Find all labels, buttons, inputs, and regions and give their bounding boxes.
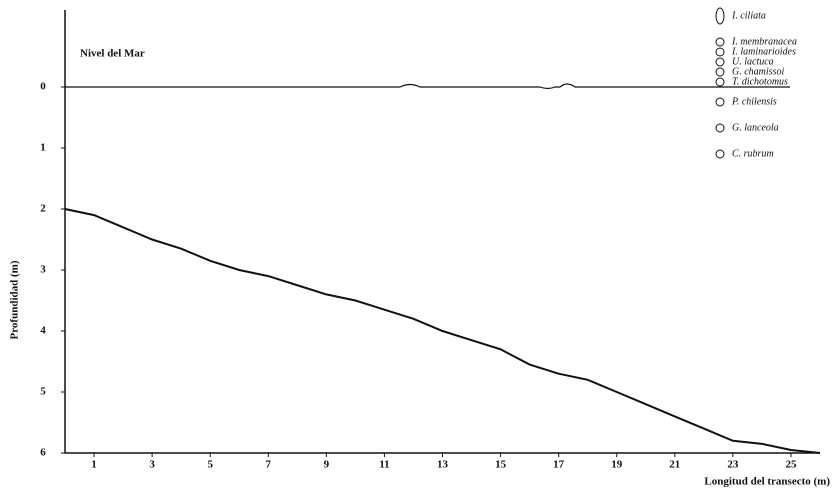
x-axis-label: Longitud del transecto (m) (704, 476, 830, 488)
y-axis-label: Profundidad (m) (9, 260, 21, 339)
x-tick-label: 17 (553, 459, 565, 471)
y-tick-label: 0 (40, 81, 46, 93)
x-tick-label: 25 (785, 459, 797, 471)
x-tick-label: 19 (611, 459, 623, 471)
figure: Nivel del Mar Profundidad (m) Longitud d… (0, 0, 835, 500)
x-tick-label: 5 (207, 459, 213, 471)
legend-icon (716, 68, 724, 76)
legend-icon (716, 58, 724, 66)
legend-icon (716, 124, 724, 132)
legend-label: C. rubrum (732, 148, 774, 159)
legend-icon (716, 98, 724, 106)
y-tick-label: 4 (40, 325, 46, 337)
legend-icon (716, 38, 724, 46)
y-tick-label: 6 (40, 447, 46, 459)
x-tick-label: 13 (437, 459, 449, 471)
x-tick-label: 9 (324, 459, 330, 471)
legend-icon (716, 48, 724, 56)
y-tick-label: 5 (40, 386, 46, 398)
x-tick-label: 7 (266, 459, 272, 471)
y-tick-label: 3 (40, 264, 46, 276)
sea-level-line (65, 84, 790, 89)
x-tick-label: 21 (669, 459, 680, 471)
x-tick-label: 11 (379, 459, 389, 471)
x-tick-label: 3 (149, 459, 155, 471)
seabed-profile (65, 209, 820, 453)
x-tick-label: 1 (91, 459, 97, 471)
x-tick-label: 23 (727, 459, 739, 471)
legend-icon (716, 78, 724, 86)
y-tick-label: 1 (40, 142, 46, 154)
legend-label: T. dichotomus (732, 76, 788, 87)
y-tick-label: 2 (40, 203, 46, 215)
legend-label: G. lanceola (732, 122, 779, 133)
legend-icon (716, 8, 724, 24)
x-tick-label: 15 (495, 459, 507, 471)
legend-label: P. chilensis (731, 96, 777, 107)
legend-icon (716, 150, 724, 158)
sea-level-label: Nivel del Mar (80, 48, 145, 60)
legend-label: I. ciliata (731, 10, 766, 21)
